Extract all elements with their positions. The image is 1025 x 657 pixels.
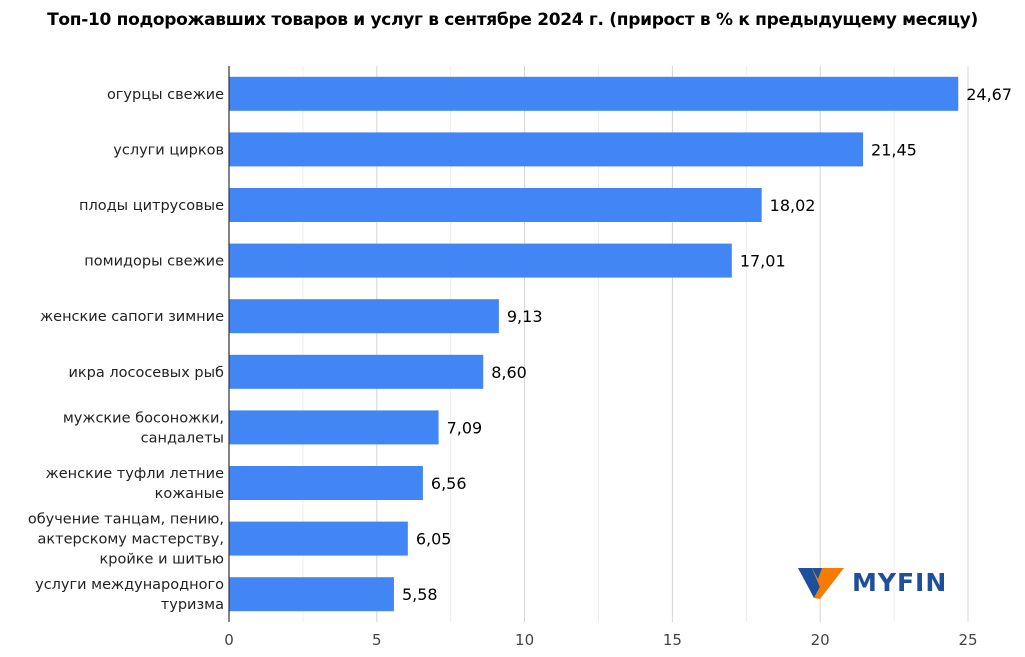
bar bbox=[229, 188, 762, 222]
bar bbox=[229, 577, 394, 612]
category-label: помидоры свежие bbox=[84, 254, 224, 270]
category-label: женские туфли летние кожаные bbox=[46, 466, 224, 502]
myfin-logo: MYFIN bbox=[798, 565, 947, 599]
bar-value-label: 6,56 bbox=[431, 474, 467, 493]
bar bbox=[229, 521, 408, 556]
bar-value-label: 17,01 bbox=[740, 252, 786, 271]
bar bbox=[229, 76, 959, 111]
category-label: услуги международного туризма bbox=[35, 577, 224, 613]
x-tick-label: 10 bbox=[515, 631, 534, 649]
bar-value-label: 6,05 bbox=[416, 530, 452, 549]
x-tick-label: 5 bbox=[372, 631, 382, 649]
category-label: плоды цитрусовые bbox=[79, 198, 224, 214]
bar-value-label: 8,60 bbox=[491, 363, 527, 382]
bar bbox=[229, 299, 499, 334]
x-tick-label: 20 bbox=[811, 631, 830, 649]
bar bbox=[229, 243, 732, 278]
bar bbox=[229, 354, 484, 389]
bar bbox=[229, 466, 423, 500]
bar-value-label: 24,67 bbox=[966, 85, 1012, 104]
chart-title: Топ-10 подорожавших товаров и услуг в се… bbox=[47, 10, 978, 30]
x-tick-label: 15 bbox=[663, 631, 682, 649]
bar-value-label: 5,58 bbox=[402, 585, 438, 604]
bar bbox=[229, 410, 439, 445]
bar bbox=[229, 132, 864, 167]
x-tick-label: 25 bbox=[958, 631, 977, 649]
category-label: женские сапоги зимние bbox=[40, 309, 224, 325]
myfin-logo-icon bbox=[798, 568, 844, 599]
bar-value-label: 21,45 bbox=[871, 140, 917, 159]
category-label: мужские босоножки, сандалеты bbox=[63, 410, 224, 446]
category-label: обучение танцам, пению, актерскому мастер… bbox=[28, 512, 224, 568]
myfin-logo-text: MYFIN bbox=[852, 567, 948, 597]
category-label: услуги цирков bbox=[113, 142, 224, 158]
x-tick-label: 0 bbox=[224, 631, 234, 649]
category-label: огурцы свежие bbox=[107, 87, 224, 103]
bar-value-label: 7,09 bbox=[447, 418, 483, 437]
bar-value-label: 18,02 bbox=[770, 196, 816, 215]
category-label: икра лососевых рыб bbox=[68, 365, 224, 381]
bar-value-label: 9,13 bbox=[507, 307, 543, 326]
